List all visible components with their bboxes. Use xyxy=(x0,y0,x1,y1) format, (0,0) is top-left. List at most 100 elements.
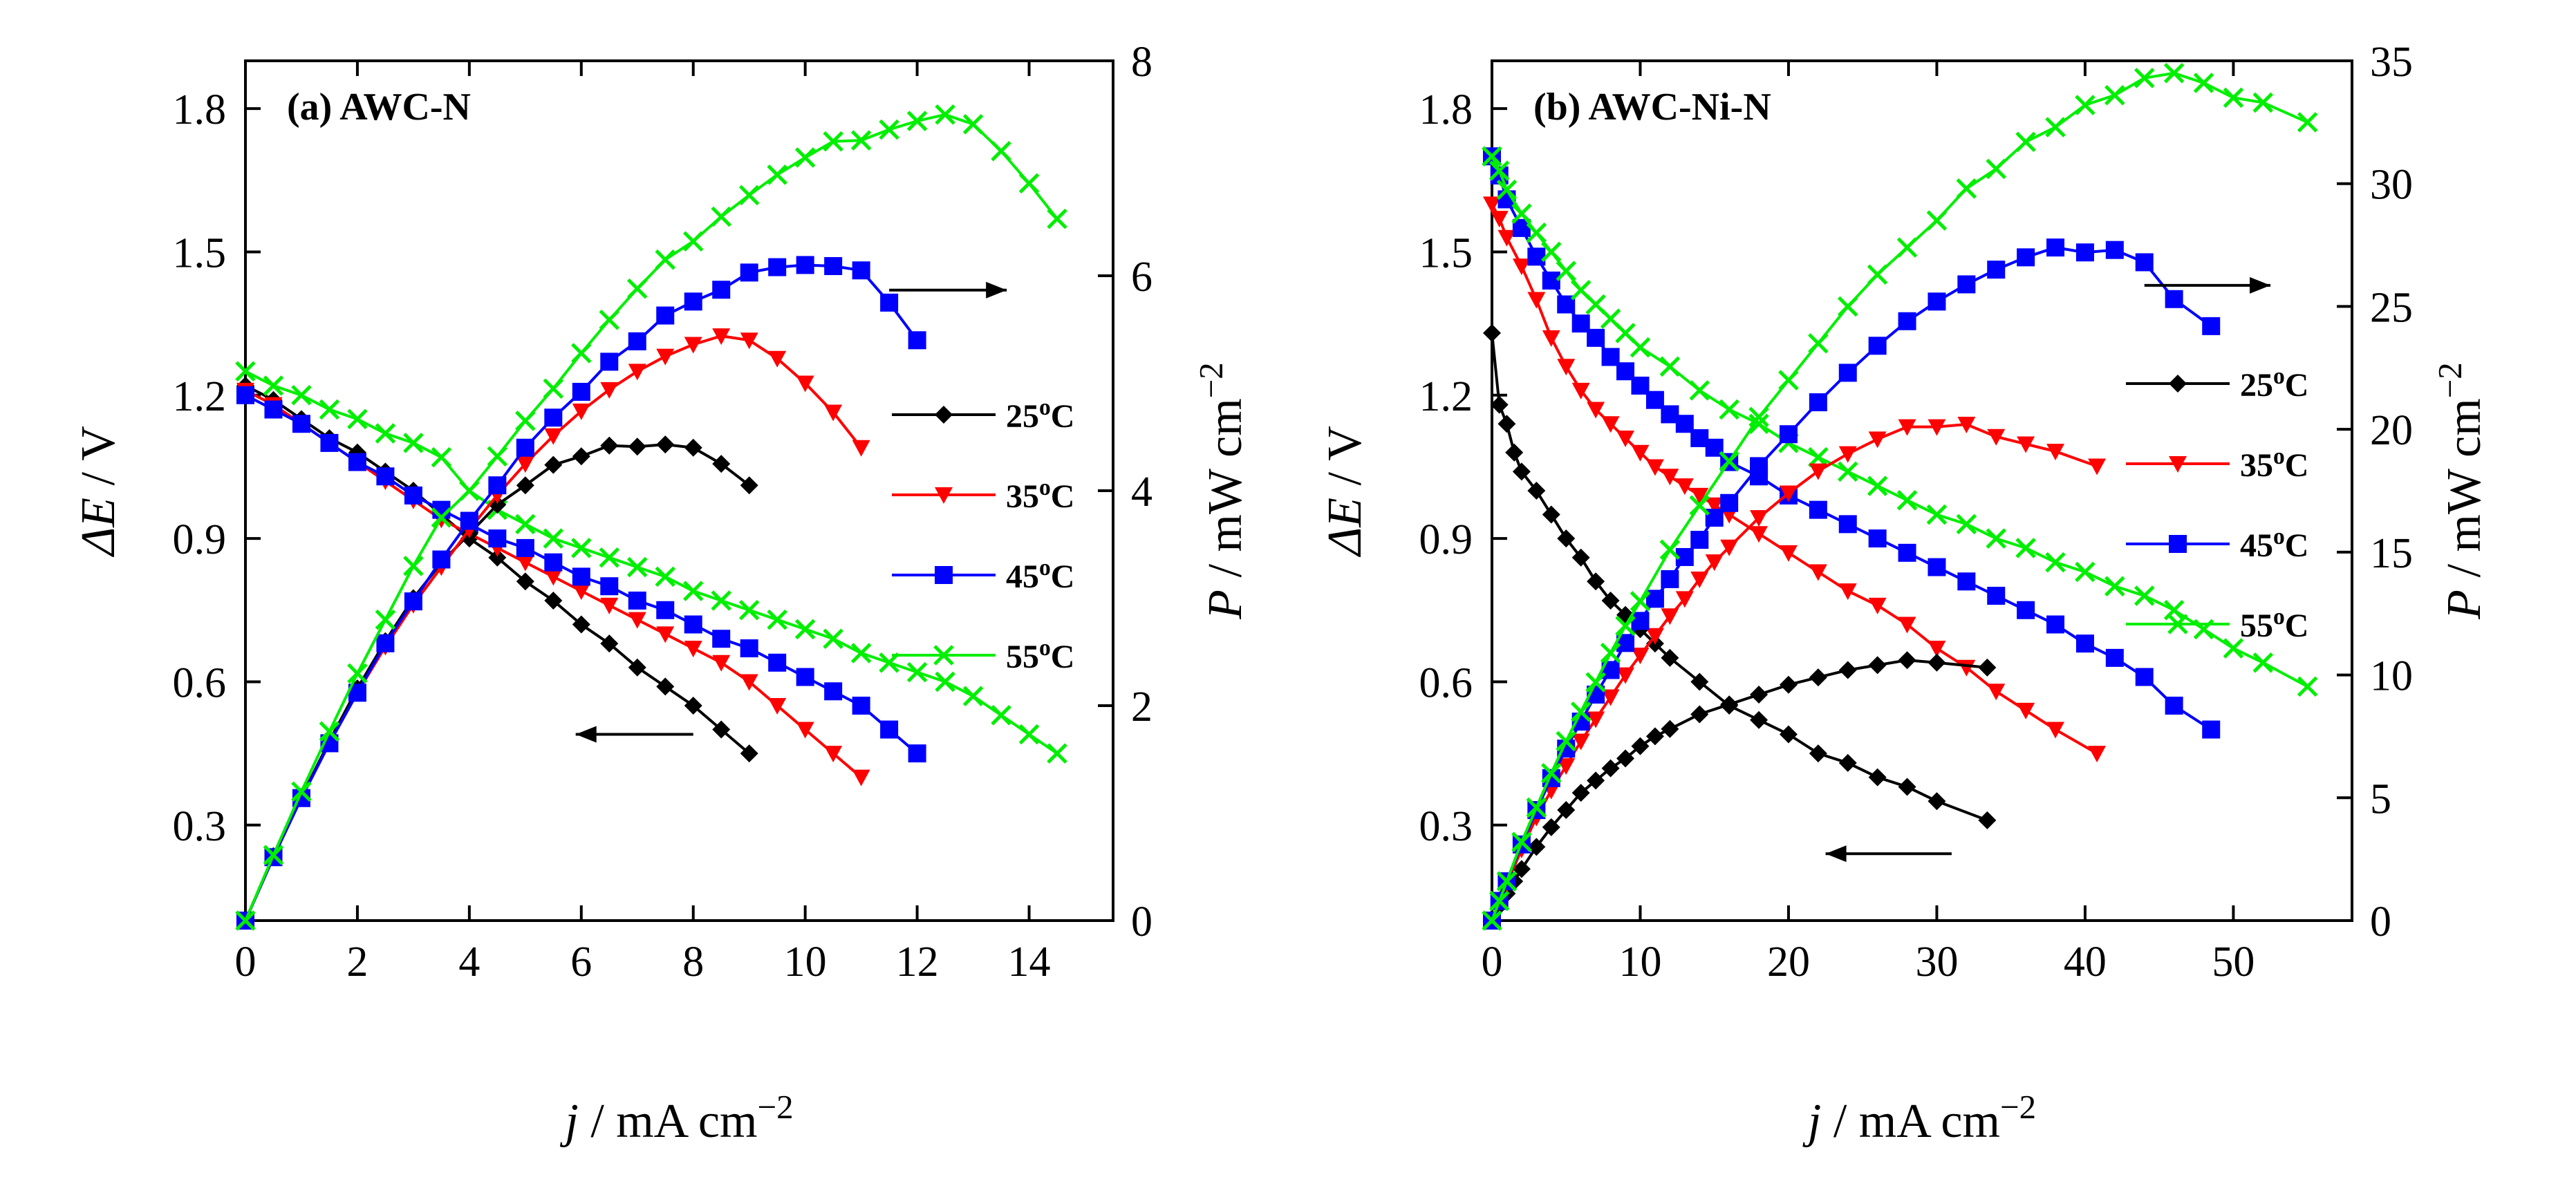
data-point xyxy=(1661,569,1679,588)
legend: 25oC 35oC 45oC 55oC xyxy=(2126,364,2308,644)
data-point xyxy=(488,476,507,495)
y-left-tick-label: 1.2 xyxy=(1419,373,1473,420)
data-point xyxy=(1645,459,1664,476)
data-point xyxy=(1557,801,1576,820)
data-point xyxy=(1497,229,1516,247)
data-point xyxy=(544,428,563,445)
data-point xyxy=(320,433,339,452)
axis-arrow xyxy=(1825,845,1952,863)
data-point xyxy=(1631,648,1650,665)
data-point xyxy=(1661,469,1679,486)
series xyxy=(1482,63,2318,931)
data-point xyxy=(684,337,702,354)
data-point xyxy=(1601,689,1620,706)
data-point xyxy=(852,697,870,715)
y-right-axis-title: P / mW cm−2 xyxy=(1192,362,1253,620)
data-point xyxy=(1868,431,1887,449)
data-point xyxy=(600,382,619,399)
data-point xyxy=(1978,811,1997,829)
data-point xyxy=(2193,73,2214,93)
data-point xyxy=(1838,661,1857,679)
data-point xyxy=(319,721,340,742)
data-point xyxy=(2134,68,2155,88)
data-point xyxy=(1556,261,1577,281)
data-point xyxy=(1898,543,1916,562)
data-point xyxy=(2163,63,2185,84)
legend-marker xyxy=(933,645,954,666)
data-point xyxy=(1957,417,1976,434)
series-line xyxy=(1491,71,2308,921)
series xyxy=(235,104,1067,931)
legend-label: 55oC xyxy=(1006,635,1074,676)
data-point xyxy=(1750,526,1768,543)
plot-frame xyxy=(1491,59,2353,922)
data-point xyxy=(1690,571,1709,588)
data-point xyxy=(1956,514,1977,535)
x-tick-label: 2 xyxy=(346,939,368,986)
data-point xyxy=(1482,910,1502,931)
y-right-tick-label: 25 xyxy=(2370,284,2413,331)
data-point xyxy=(1719,451,1739,472)
data-point xyxy=(1779,485,1798,502)
data-point xyxy=(824,682,843,701)
data-point xyxy=(1868,337,1887,355)
data-point xyxy=(1659,356,1681,377)
data-point xyxy=(1809,668,1827,687)
legend-entry: 25oC xyxy=(892,395,1074,435)
legend-entry: 25oC xyxy=(2126,364,2308,404)
data-point xyxy=(600,597,619,614)
data-point xyxy=(2046,722,2065,739)
data-point xyxy=(1645,628,1664,645)
x-axis-title: j / mA cm−2 xyxy=(559,1088,793,1149)
data-point xyxy=(544,408,563,427)
data-point xyxy=(711,206,731,227)
data-point xyxy=(1571,548,1590,567)
data-point xyxy=(1928,641,1946,658)
data-point xyxy=(235,361,256,382)
axis-arrow xyxy=(889,281,1007,299)
data-point xyxy=(682,231,704,252)
data-point xyxy=(2105,648,2124,667)
data-point xyxy=(1511,203,1532,224)
data-point xyxy=(1809,744,1827,763)
legend: 25oC 35oC 45oC 55oC xyxy=(892,395,1074,676)
arrow-head xyxy=(986,281,1007,299)
data-point xyxy=(1585,672,1606,693)
legend-marker xyxy=(2167,614,2188,634)
y-left-tick-label: 1.5 xyxy=(173,229,227,276)
data-point xyxy=(1779,725,1798,744)
data-point xyxy=(1631,444,1650,462)
data-point xyxy=(600,634,619,653)
data-point xyxy=(2017,601,2035,619)
data-point xyxy=(823,131,843,152)
data-point xyxy=(572,403,590,420)
data-point xyxy=(1987,261,2006,279)
y-left-axis-title: ΔE / V xyxy=(72,426,125,558)
data-point xyxy=(962,686,984,706)
data-point xyxy=(571,343,592,364)
y-left-tick-label: 0.9 xyxy=(1419,516,1473,563)
data-point xyxy=(2252,92,2274,113)
data-point xyxy=(1705,497,1724,514)
data-point xyxy=(572,583,590,601)
data-point xyxy=(515,514,536,535)
data-point xyxy=(600,577,619,596)
data-point xyxy=(571,538,592,558)
data-point xyxy=(1616,667,1635,684)
data-point xyxy=(740,639,758,658)
legend-label: 45oC xyxy=(1006,555,1074,596)
data-point xyxy=(1705,554,1724,572)
data-point xyxy=(1571,733,1590,751)
data-point xyxy=(1809,463,1827,480)
data-point xyxy=(2165,697,2183,715)
x-tick-label: 30 xyxy=(1915,939,1958,986)
x-tick-label: 14 xyxy=(1008,939,1051,986)
data-point xyxy=(1511,831,1532,853)
data-point xyxy=(1719,399,1739,420)
data-point xyxy=(908,331,926,350)
data-point xyxy=(1928,292,1946,311)
series xyxy=(1483,147,2221,739)
arrow-head xyxy=(1825,845,1847,863)
x-tick-label: 4 xyxy=(458,939,480,986)
x-tick-label: 10 xyxy=(1618,939,1661,986)
